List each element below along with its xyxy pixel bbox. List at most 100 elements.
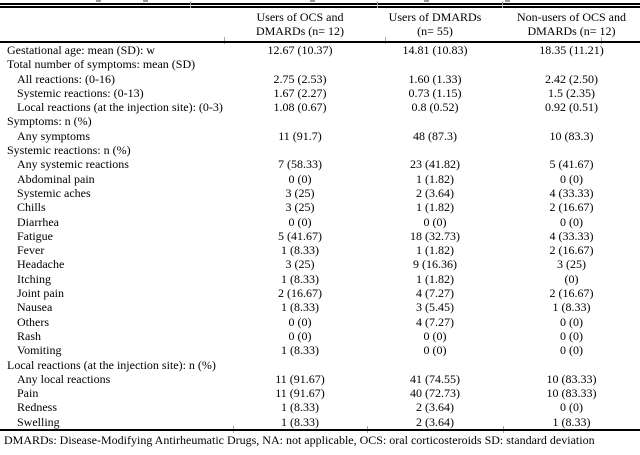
cell-value: 1 (8.33) — [281, 271, 319, 286]
cell-value: 40 (72.73) — [410, 386, 460, 401]
row-label: Local reactions (at the injection site):… — [7, 357, 216, 372]
cell-value: 1 (8.33) — [552, 414, 591, 429]
table-row: Joint pain 2 (16.67) 4 (7.27) 2 (16.67) — [0, 286, 640, 300]
cell-value: 4 (7.27) — [416, 314, 454, 329]
cell-value — [503, 143, 640, 157]
table-row: Fatigue 5 (41.67) 18 (32.73) 4 (33.33) — [0, 229, 640, 243]
cell-value: 1 (1.82) — [416, 243, 454, 258]
row-label: Chills — [17, 200, 46, 215]
cell-value: 0 (0) — [560, 400, 583, 415]
column-border-remnant — [377, 1, 378, 8]
section-header-row: Gestational age: mean (SD): w 12.67 (10.3… — [0, 42, 640, 57]
cell-value — [233, 358, 367, 372]
table-row: Nausea 1 (8.33) 3 (5.45) 1 (8.33) — [0, 300, 640, 314]
cell-value: 1 (8.33) — [552, 300, 591, 315]
cell-value: 4 (33.33) — [549, 228, 594, 243]
cell-value: 4 (33.33) — [549, 185, 594, 200]
cell-value — [367, 143, 503, 157]
header-line: DMARDs (n= 12) — [255, 24, 345, 38]
row-label: Any systemic reactions — [17, 157, 129, 172]
table-row: Systemic reactions: (0-13) 1.67 (2.27) 0.7… — [0, 86, 640, 100]
row-label: Gestational age: mean (SD): w — [7, 43, 155, 57]
cell-value: 3 (5.45) — [416, 300, 454, 315]
cell-value — [233, 143, 367, 157]
row-label: Others — [17, 314, 49, 329]
column-border-remnant — [190, 1, 191, 8]
cell-value: 0.73 (1.15) — [408, 85, 462, 100]
cell-value: 0.92 (0.51) — [545, 100, 598, 115]
table-row: Diarrhea 0 (0) 0 (0) 0 (0) — [0, 215, 640, 229]
cell-value — [367, 358, 503, 372]
cell-value: 14.81 (10.83) — [402, 43, 468, 57]
row-label: Abdominal pain — [17, 171, 95, 186]
row-label: Fatigue — [17, 228, 53, 243]
column-border-remnant — [601, 37, 602, 44]
cell-value: 1 (8.33) — [281, 343, 319, 358]
cell-value: 0.8 (0.52) — [411, 100, 459, 115]
cell-value: 1 (1.82) — [416, 171, 454, 186]
cell-value: 1.67 (2.27) — [273, 85, 327, 100]
row-label: Diarrhea — [17, 214, 59, 229]
table-row: Abdominal pain 0 (0) 1 (1.82) 0 (0) — [0, 172, 640, 186]
cell-value: 1.60 (1.33) — [408, 71, 462, 86]
cell-value: 2.75 (2.53) — [273, 71, 327, 86]
cell-value: 1 (1.82) — [416, 200, 454, 215]
caption-fragment — [310, 0, 315, 2]
cell-value: 41 (74.55) — [410, 371, 460, 386]
cell-value: 1.5 (2.35) — [548, 85, 595, 100]
cell-value: 0 (0) — [560, 314, 583, 329]
row-label: Vomiting — [17, 343, 62, 358]
cell-value — [233, 57, 367, 71]
row-label: Fever — [17, 243, 45, 258]
table-row: Any systemic reactions 7 (58.33) 23 (41.82… — [0, 157, 640, 171]
table-row: Redness 1 (8.33) 2 (3.64) 0 (0) — [0, 400, 640, 414]
header-empty-cell — [0, 8, 233, 42]
cell-value: 3 (25) — [285, 185, 315, 200]
cell-value — [503, 114, 640, 128]
symptoms-table: Users of OCS and DMARDs (n= 12) Users of… — [0, 8, 640, 432]
cell-value: 0 (0) — [560, 214, 583, 229]
cell-value: 11 (91.7) — [278, 128, 322, 143]
table-row: Fever 1 (8.33) 1 (1.82) 2 (16.67) — [0, 243, 640, 257]
row-label: Itching — [17, 271, 51, 286]
cell-value: 10 (83.33) — [546, 386, 597, 401]
cell-value: 2 (16.67) — [549, 286, 594, 301]
cell-value: 23 (41.82) — [410, 157, 460, 172]
cell-value: 1.08 (0.67) — [273, 100, 327, 115]
section-header-row: Symptoms: n (%) — [0, 114, 640, 128]
caption-fragment — [143, 0, 148, 2]
cell-value: 48 (87.3) — [413, 128, 457, 143]
column-border-remnant — [502, 1, 503, 8]
cell-value: 12.67 (10.37) — [267, 43, 333, 57]
cell-value: 5 (41.67) — [278, 228, 322, 243]
cell-value: 10 (83.33) — [546, 371, 597, 386]
table-header: Users of OCS and DMARDs (n= 12) Users of… — [0, 8, 640, 42]
table-body: Gestational age: mean (SD): w 12.67 (10.3… — [0, 42, 640, 430]
cell-value: 4 (7.27) — [416, 286, 454, 301]
row-label: Nausea — [17, 300, 53, 315]
header-line: DMARDs (n= 12) — [527, 24, 616, 38]
cell-value: 0 (0) — [288, 171, 312, 186]
row-label: Any symptoms — [17, 128, 91, 143]
cell-value: 2 (3.64) — [416, 400, 454, 415]
section-header-row: Local reactions (at the injection site):… — [0, 358, 640, 372]
cell-value: 3 (25) — [557, 257, 586, 272]
header-col-nonusers: Non-users of OCS and DMARDs (n= 12) — [503, 8, 640, 42]
header-col-dmards: Users of DMARDs (n= 55) — [367, 8, 503, 42]
cell-value — [233, 114, 367, 128]
row-label: Symptoms: n (%) — [7, 114, 92, 129]
row-label: Systemic aches — [17, 185, 91, 200]
row-label: Any local reactions — [17, 371, 111, 386]
header-line: Users of DMARDs — [388, 10, 482, 24]
cell-value: 1 (8.33) — [281, 400, 319, 415]
table-row: Rash 0 (0) 0 (0) 0 (0) — [0, 329, 640, 343]
table-row: Systemic aches 3 (25) 2 (3.64) 4 (33.33) — [0, 186, 640, 200]
row-label: Systemic reactions: n (%) — [7, 143, 131, 158]
table-row: Any symptoms 11 (91.7) 48 (87.3) 10 (83.3) — [0, 129, 640, 143]
cell-value: 1 (8.33) — [281, 414, 319, 429]
cell-value — [367, 114, 503, 128]
cell-value — [367, 57, 503, 71]
cell-value — [503, 57, 640, 71]
cell-value: 2 (3.64) — [416, 185, 454, 200]
